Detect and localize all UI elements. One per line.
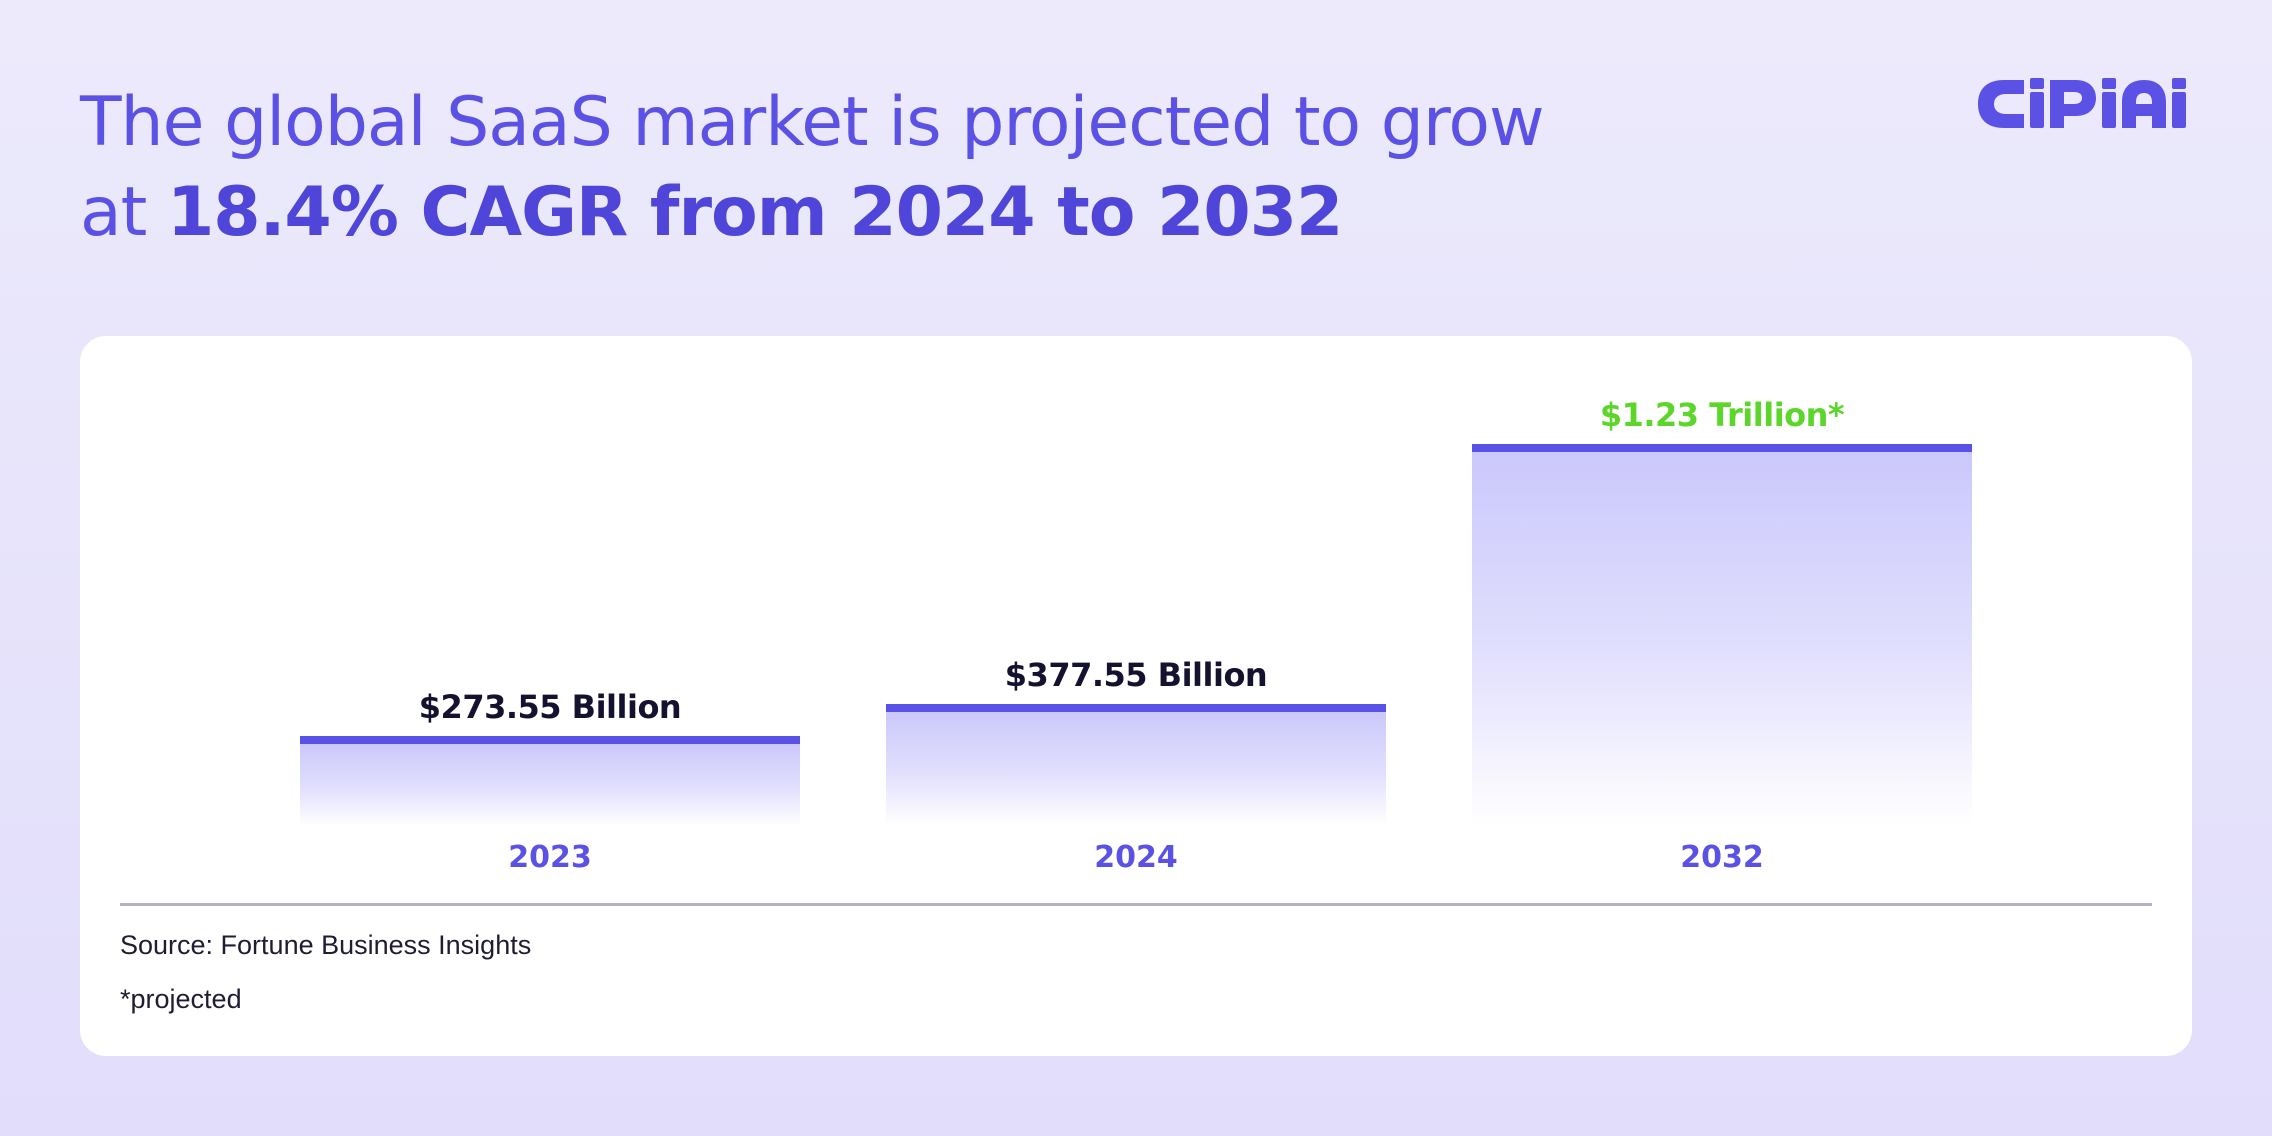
cipi-ai-logo-icon: [1978, 78, 2186, 128]
headline-line-2: at 18.4% CAGR from 2024 to 2032: [80, 168, 1544, 258]
divider: [120, 903, 2152, 906]
category-label-2024: 2024: [1094, 840, 1178, 875]
source-note: Source: Fortune Business Insights: [120, 930, 532, 960]
headline: The global SaaS market is projected to g…: [80, 78, 1545, 258]
projected-note: *projected: [120, 984, 242, 1014]
headline-line-1: The global SaaS market is projected to g…: [80, 83, 1545, 162]
chart-card: $273.55 Billion 2023 $377.55 Billion 2024 $1…: [80, 336, 2192, 1056]
bar-2032: [1472, 444, 1972, 826]
data-label-2023: $273.55 Billion: [418, 688, 682, 726]
bar-2023: [300, 736, 800, 826]
category-label-2023: 2023: [508, 840, 592, 875]
bar-2024: [886, 704, 1386, 826]
data-label-2024: $377.55 Billion: [1004, 656, 1268, 695]
data-label-2032: $1.23 Trillion*: [1599, 396, 1845, 434]
category-label-2032: 2032: [1680, 840, 1764, 875]
headline-prefix: at: [80, 173, 167, 252]
headline-highlight: 18.4% CAGR from 2024 to 2032: [166, 173, 1343, 252]
